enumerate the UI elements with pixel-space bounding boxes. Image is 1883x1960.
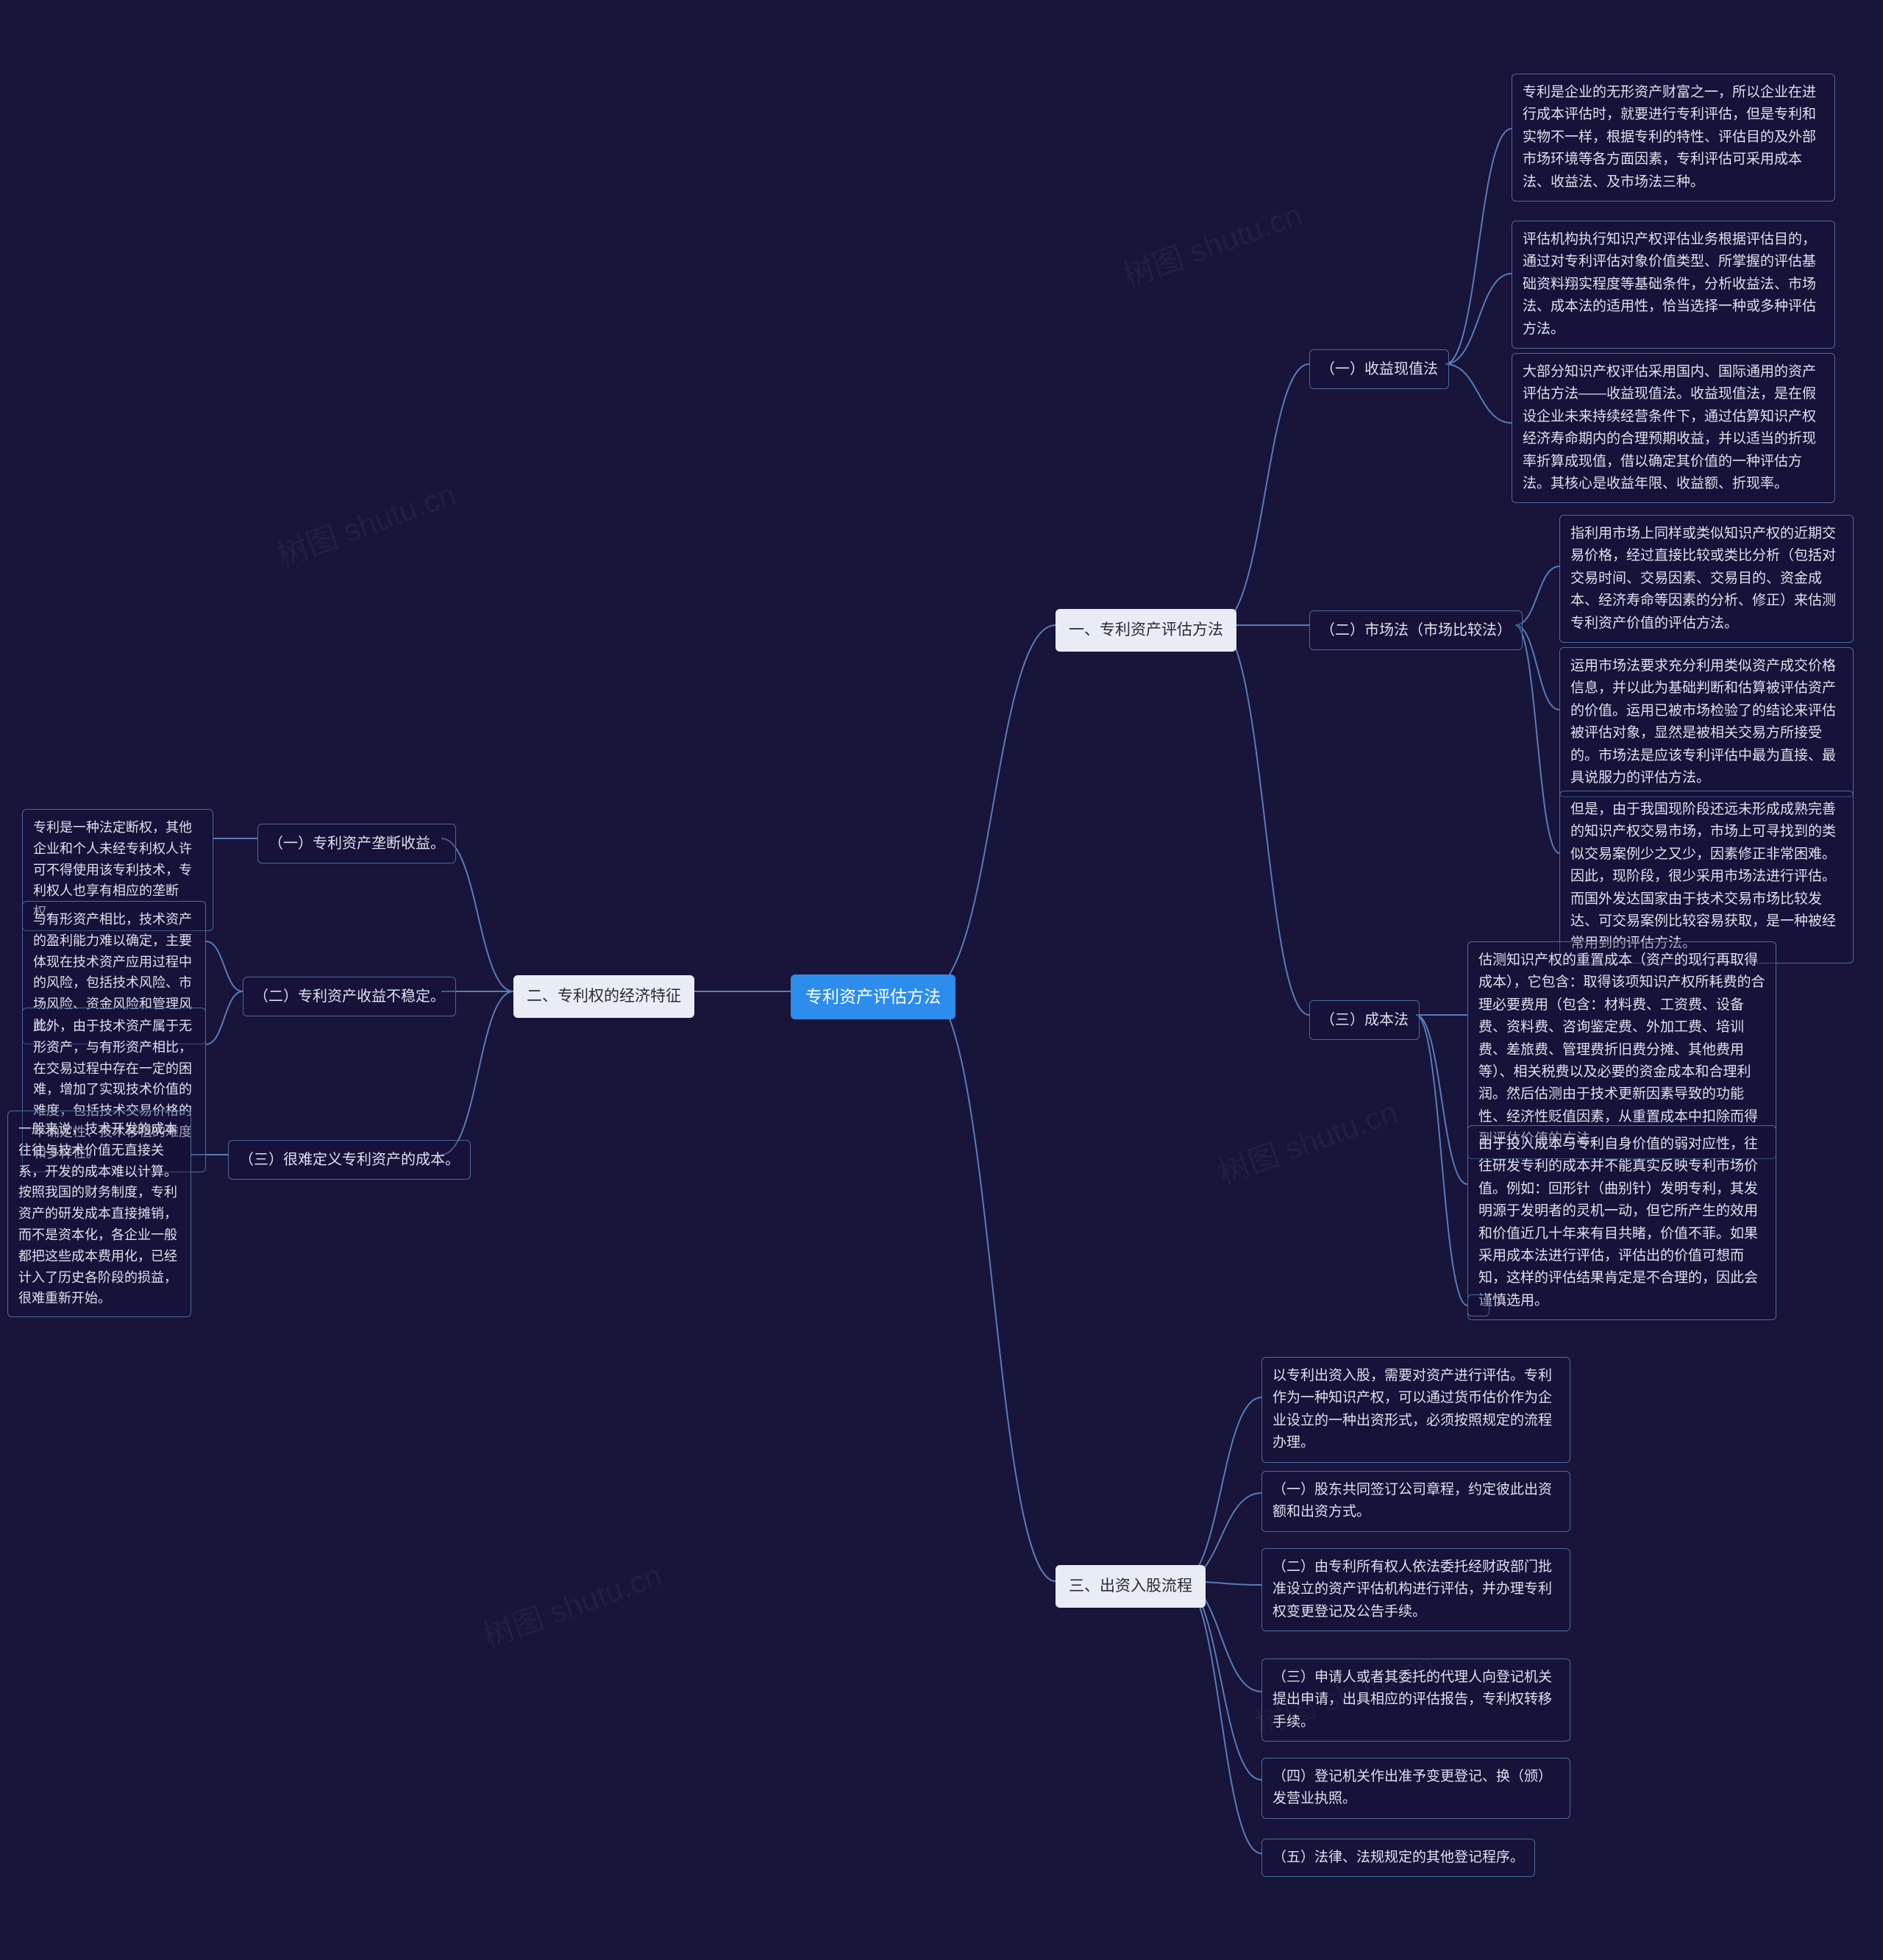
s1-c1[interactable]: （一）收益现值法 [1309,349,1449,389]
s1-c3-l3 [1467,1294,1489,1316]
s1-c3-l2: 由于投入成本与专利自身价值的弱对应性，往往研发专利的成本并不能真实反映专利市场价… [1467,1125,1776,1320]
root-node[interactable]: 专利资产评估方法 [791,974,955,1019]
s1-c3[interactable]: （三）成本法 [1309,1000,1420,1040]
s2-c2[interactable]: （二）专利资产收益不稳定。 [243,977,456,1016]
s2-c3-l1: 一般来说，技术开发的成本往往与技术价值无直接关系，开发的成本难以计算。按照我国的… [7,1111,191,1317]
s3-l1: 以专利出资入股，需要对资产进行评估。专利作为一种知识产权，可以通过货币估价作为企… [1261,1357,1570,1463]
s3-l2: （一）股东共同签订公司章程，约定彼此出资额和出资方式。 [1261,1471,1570,1532]
s1-c1-l1: 专利是企业的无形资产财富之一，所以企业在进行成本评估时，就要进行专利评估，但是专… [1512,74,1835,202]
s3-l5: （四）登记机关作出准予变更登记、换（颁）发营业执照。 [1261,1758,1570,1819]
s1-c2-l3: 但是，由于我国现阶段还远未形成成熟完善的知识产权交易市场，市场上可寻找到的类似交… [1559,791,1854,963]
section-3[interactable]: 三、出资入股流程 [1056,1565,1206,1608]
watermark: 树图 shutu.cn [270,469,461,575]
s2-c1[interactable]: （一）专利资产垄断收益。 [257,824,456,863]
s2-c3[interactable]: （三）很难定义专利资产的成本。 [228,1140,471,1180]
watermark: 树图 shutu.cn [476,1550,667,1656]
s3-l4: （三）申请人或者其委托的代理人向登记机关提出申请，出具相应的评估报告，专利权转移… [1261,1658,1570,1742]
watermark: 树图 shutu.cn [1211,1087,1403,1193]
s1-c1-l3: 大部分知识产权评估采用国内、国际通用的资产评估方法——收益现值法。收益现值法，是… [1512,353,1835,503]
s1-c2-l2: 运用市场法要求充分利用类似资产成交价格信息，并以此为基础判断和估算被评估资产的价… [1559,647,1854,797]
s1-c1-l2: 评估机构执行知识产权评估业务根据评估目的，通过对专利评估对象价值类型、所掌握的评… [1512,221,1835,349]
s1-c2-l1: 指利用市场上同样或类似知识产权的近期交易价格，经过直接比较或类比分析（包括对交易… [1559,515,1854,643]
s3-l6: （五）法律、法规规定的其他登记程序。 [1261,1839,1535,1877]
s3-l3: （二）由专利所有权人依法委托经财政部门批准设立的资产评估机构进行评估，并办理专利… [1261,1548,1570,1631]
section-1[interactable]: 一、专利资产评估方法 [1056,609,1236,652]
watermark: 树图 shutu.cn [1116,190,1307,296]
section-2[interactable]: 二、专利权的经济特征 [513,975,694,1018]
s1-c2[interactable]: （二）市场法（市场比较法） [1309,610,1523,650]
